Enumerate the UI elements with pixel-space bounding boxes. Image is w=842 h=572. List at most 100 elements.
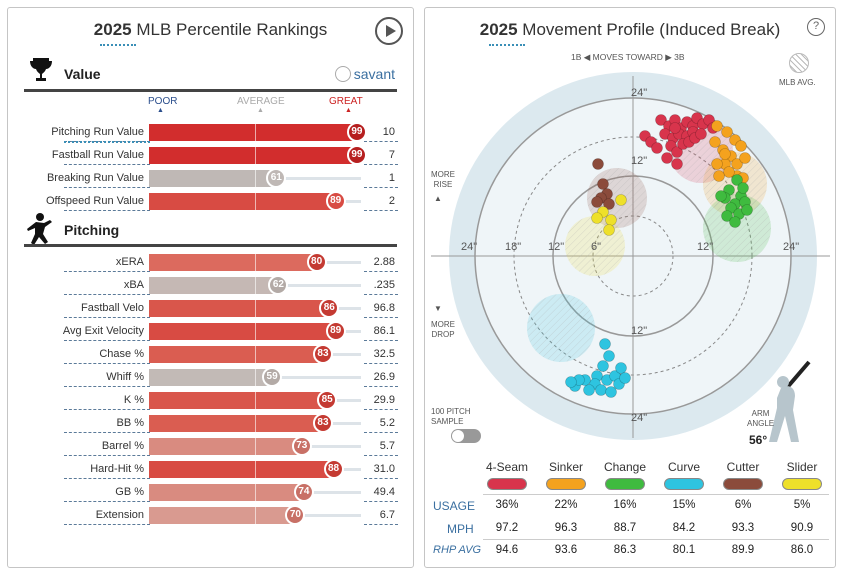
percentile-marker[interactable]: 99 (346, 145, 367, 165)
percentile-row[interactable]: Fastball Velo 86 96.8 (8, 298, 415, 318)
pitch-dot[interactable] (603, 224, 615, 236)
pitch-dot[interactable] (731, 174, 743, 186)
pitch-dot[interactable] (735, 140, 747, 152)
percentile-row[interactable]: Extension 70 6.7 (8, 505, 415, 525)
percentile-row[interactable]: xBA 62 .235 (8, 275, 415, 295)
pitch-dot[interactable] (651, 142, 663, 154)
pitch-name: 4-Seam (485, 460, 529, 474)
percentile-marker[interactable]: 70 (285, 505, 306, 525)
bar-track: 61 (149, 168, 361, 188)
pitch-dot[interactable] (737, 182, 749, 194)
percentile-row[interactable]: Hard-Hit % 88 31.0 (8, 459, 415, 479)
percentile-row[interactable]: Whiff % 59 26.9 (8, 367, 415, 387)
percentile-marker[interactable]: 89 (325, 321, 346, 341)
pitch-dot[interactable] (711, 158, 723, 170)
pitch-dot[interactable] (739, 152, 751, 164)
percentile-marker[interactable]: 85 (317, 390, 338, 410)
pitch-dot[interactable] (565, 376, 577, 388)
percentile-row[interactable]: xERA 80 2.88 (8, 252, 415, 272)
pitch-dot[interactable] (669, 122, 681, 134)
pitch-dot[interactable] (711, 120, 723, 132)
percentile-marker[interactable]: 83 (312, 413, 333, 433)
percentile-row[interactable]: GB % 74 49.4 (8, 482, 415, 502)
percentile-row[interactable]: Avg Exit Velocity 89 86.1 (8, 321, 415, 341)
percentile-row[interactable]: Barrel % 73 5.7 (8, 436, 415, 456)
legend-item[interactable]: Sinker (538, 460, 594, 490)
row-divider (364, 432, 398, 433)
percentile-row[interactable]: Fastball Run Value 99 7 (8, 145, 415, 165)
percentile-marker[interactable]: 99 (346, 122, 367, 142)
bar-track: 85 (149, 390, 361, 410)
row-divider (64, 317, 150, 318)
pitch-dot[interactable] (695, 128, 707, 140)
pitch-rhp-value: 86.0 (790, 544, 814, 556)
pitch-dot[interactable] (615, 194, 627, 206)
pitch-dot[interactable] (729, 216, 741, 228)
bar-track: 89 (149, 321, 361, 341)
pitch-dot[interactable] (661, 152, 673, 164)
pitch-dot[interactable] (731, 158, 743, 170)
pitch-dot[interactable] (721, 210, 733, 222)
pitch-dot[interactable] (713, 170, 725, 182)
pitch-dot[interactable] (605, 386, 617, 398)
percentile-marker[interactable]: 59 (262, 367, 283, 387)
pitch-dot[interactable] (715, 190, 727, 202)
percentile-row[interactable]: Breaking Run Value 61 1 (8, 168, 415, 188)
percentile-marker[interactable]: 74 (293, 482, 314, 502)
pitch-dot[interactable] (723, 166, 735, 178)
pitch-dot[interactable] (597, 360, 609, 372)
legend-item[interactable]: Cutter (715, 460, 771, 490)
play-icon[interactable] (375, 17, 403, 45)
pitch-dot[interactable] (655, 114, 667, 126)
help-icon[interactable]: ? (807, 18, 825, 36)
pitch-dot[interactable] (671, 158, 683, 170)
percentile-marker[interactable]: 89 (325, 191, 346, 211)
pitch-dot[interactable] (599, 338, 611, 350)
percentile-marker[interactable]: 80 (306, 252, 327, 272)
legend-item[interactable]: Curve (656, 460, 712, 490)
percentile-marker[interactable]: 86 (319, 298, 340, 318)
pitch-dot[interactable] (719, 148, 731, 160)
percentile-marker[interactable]: 83 (312, 344, 333, 364)
average-line (255, 392, 256, 409)
legend-item[interactable]: Change (597, 460, 653, 490)
pitch-mph-value: 97.2 (495, 522, 519, 534)
pitch-dot[interactable] (709, 136, 721, 148)
percentile-marker[interactable]: 61 (266, 168, 287, 188)
savant-logo[interactable]: savant (334, 66, 395, 82)
row-divider (64, 478, 150, 479)
percentile-row[interactable]: K % 85 29.9 (8, 390, 415, 410)
sample-toggle[interactable] (451, 429, 481, 443)
remaining-track (324, 353, 361, 356)
pitch-dot[interactable] (741, 204, 753, 216)
row-divider (64, 455, 150, 456)
pitch-dot[interactable] (615, 362, 627, 374)
pitch-dot[interactable] (603, 198, 615, 210)
pitch-dot[interactable] (591, 196, 603, 208)
percentile-bar (149, 170, 279, 187)
percentile-marker[interactable]: 88 (323, 459, 344, 479)
pitch-dot[interactable] (592, 158, 604, 170)
pitch-dot[interactable] (671, 146, 683, 158)
pitch-dot[interactable] (603, 350, 615, 362)
metric-label: Barrel % (101, 440, 144, 452)
percentile-marker[interactable]: 62 (268, 275, 289, 295)
legend-item[interactable]: 4-Seam (479, 460, 535, 490)
legend-item[interactable]: Slider (774, 460, 830, 490)
pitch-dot[interactable] (595, 384, 607, 396)
pitch-dot[interactable] (619, 372, 631, 384)
bar-track: 62 (149, 275, 361, 295)
scale-average: AVERAGE (237, 96, 285, 107)
percentile-row[interactable]: Chase % 83 32.5 (8, 344, 415, 364)
pitch-dot[interactable] (583, 384, 595, 396)
pitch-dot[interactable] (721, 126, 733, 138)
average-line (255, 277, 256, 294)
pitch-dot[interactable] (605, 214, 617, 226)
pitch-name: Slider (786, 460, 818, 474)
percentile-row[interactable]: Pitching Run Value 99 10 (8, 122, 415, 142)
percentile-row[interactable]: Offspeed Run Value 89 2 (8, 191, 415, 211)
percentile-row[interactable]: BB % 83 5.2 (8, 413, 415, 433)
pitch-dot[interactable] (591, 212, 603, 224)
pitch-dot[interactable] (597, 178, 609, 190)
percentile-marker[interactable]: 73 (291, 436, 312, 456)
